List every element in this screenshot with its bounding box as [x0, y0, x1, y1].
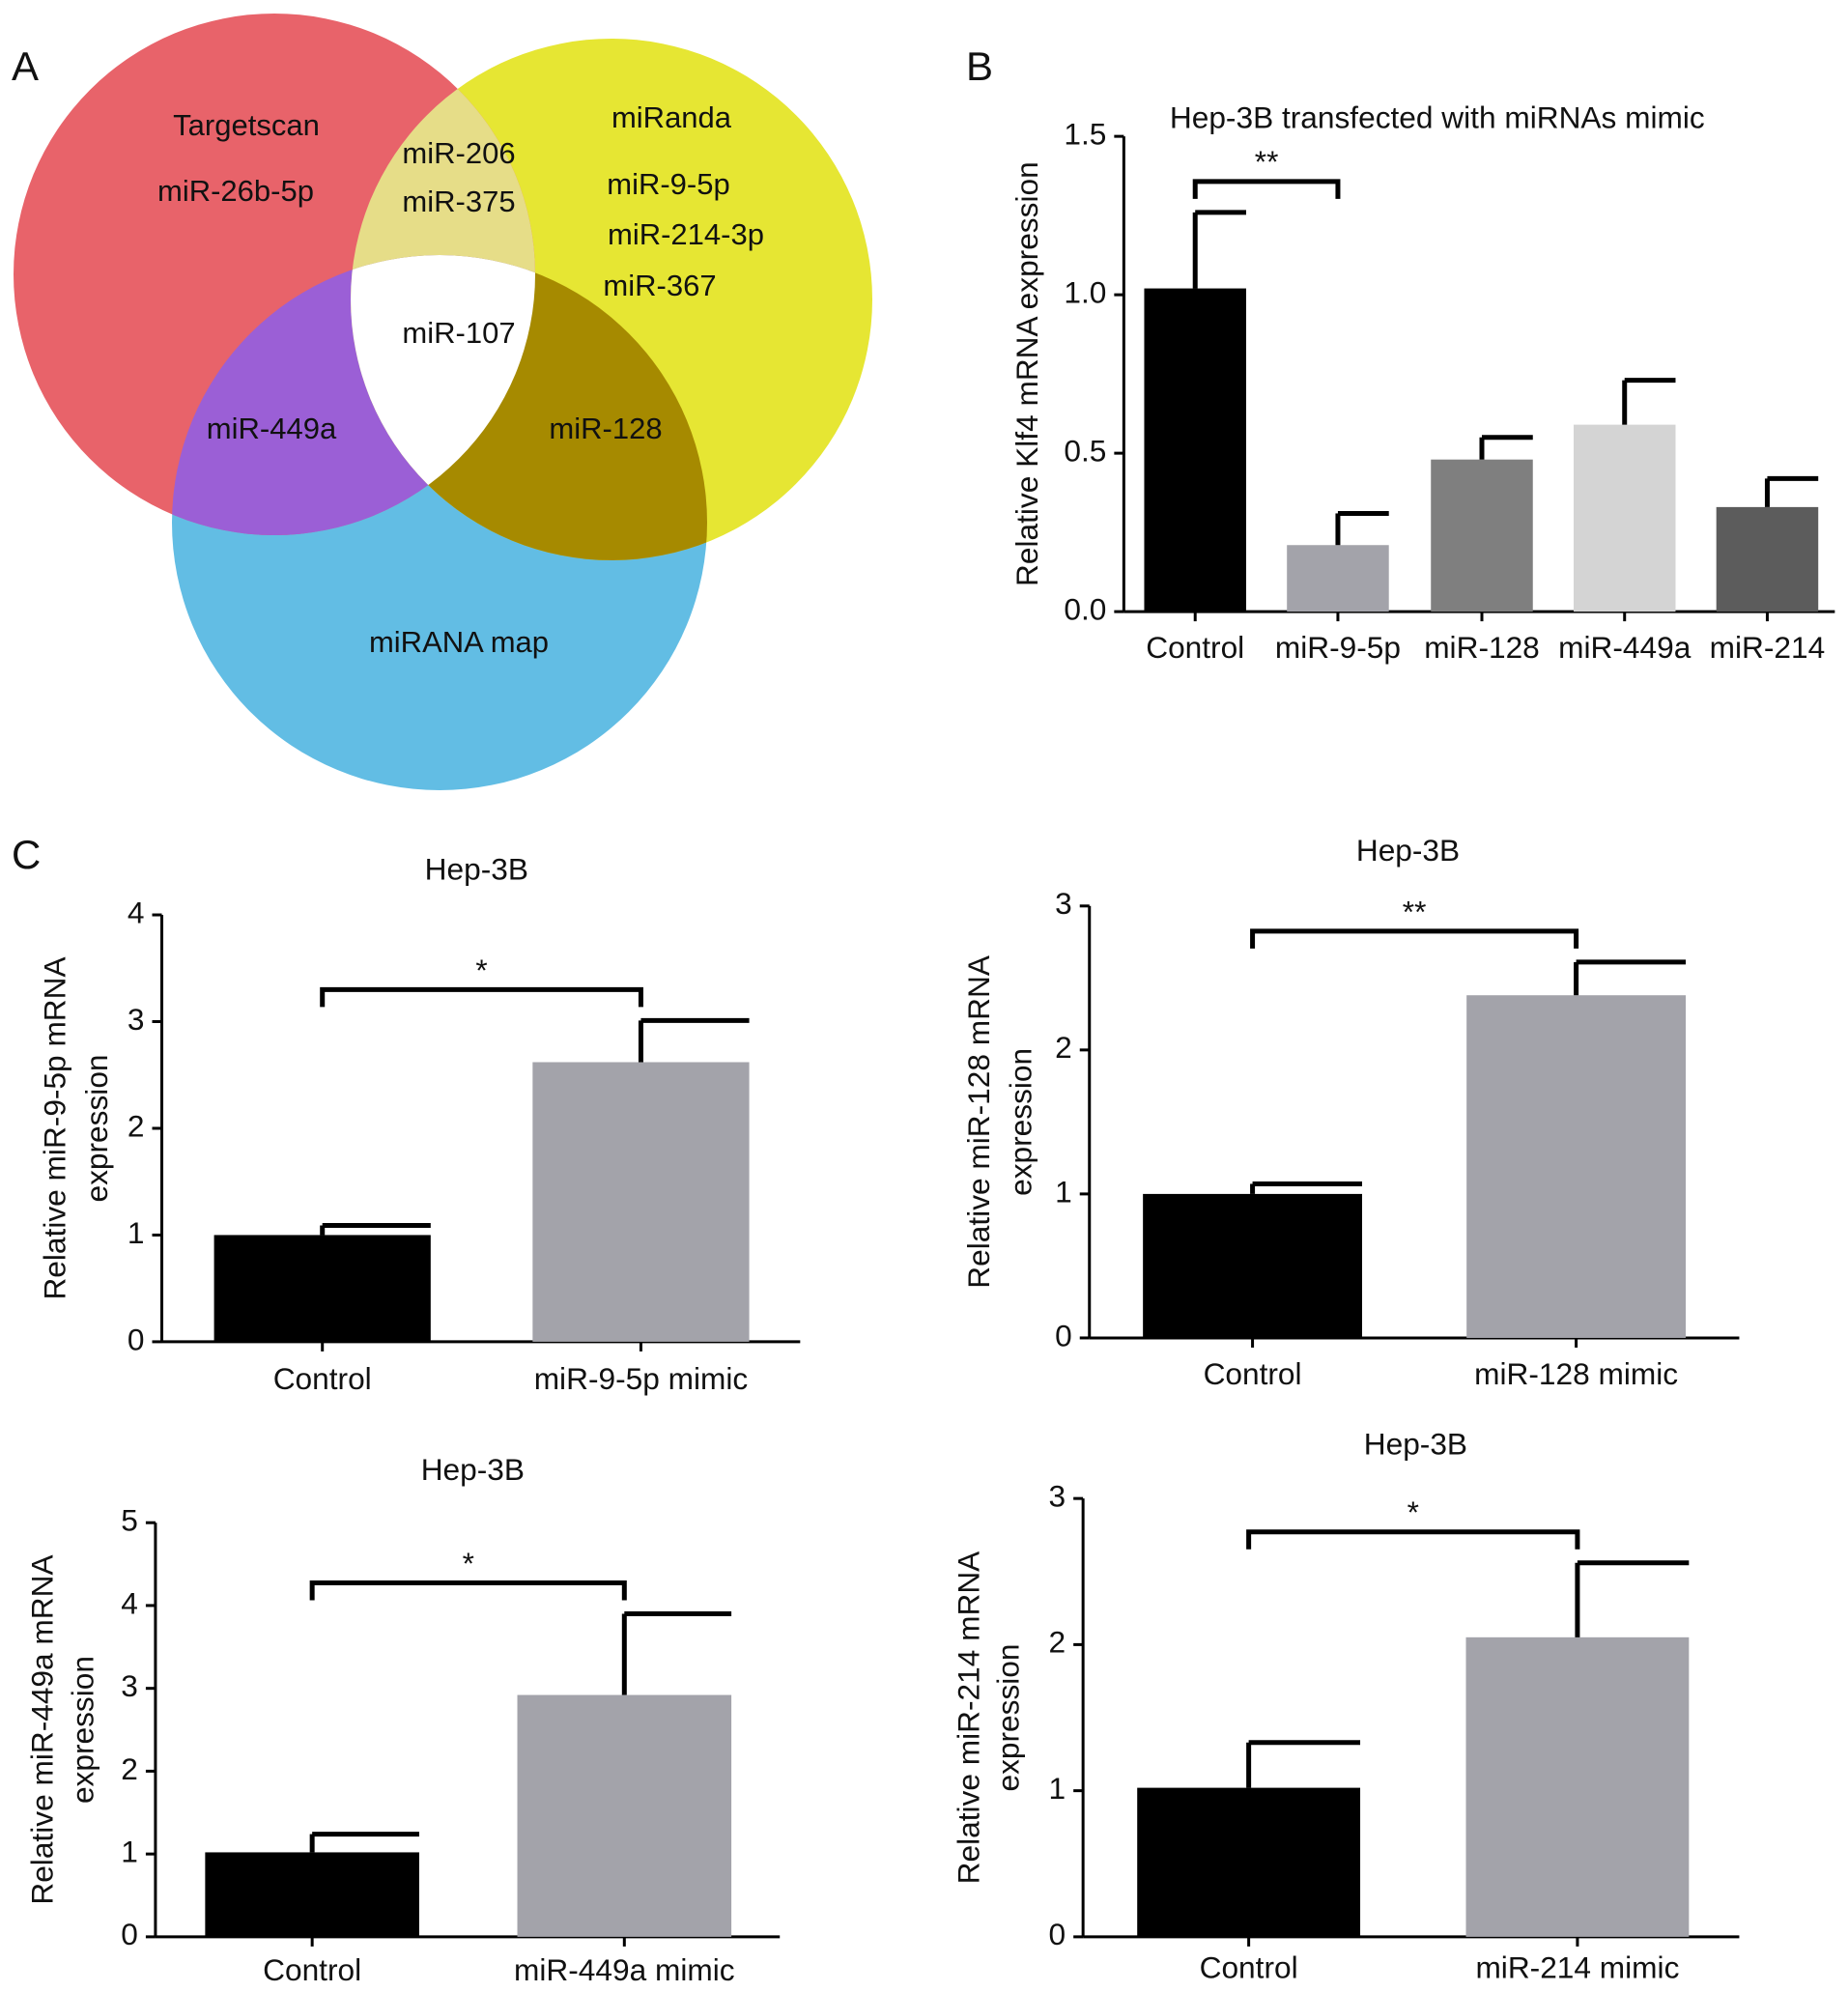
venn-set-label: miRanda — [611, 100, 732, 134]
significance-bracket — [320, 986, 643, 1008]
bar — [1287, 545, 1389, 612]
y-axis-label: expression — [990, 1644, 1025, 1792]
bar — [1465, 1636, 1690, 1937]
y-tick-label: 2 — [121, 1751, 138, 1786]
bar — [1466, 995, 1687, 1338]
panel-label: A — [12, 43, 39, 89]
y-tick-label: 2 — [128, 1108, 145, 1143]
chart-title: Hep-3B — [425, 852, 528, 887]
bar — [205, 1852, 419, 1937]
bar — [1144, 288, 1246, 612]
y-tick-label: 3 — [128, 1002, 145, 1037]
bar-chart: Hep-3B Relative miR-9-5p mRNA expression 0 1… — [38, 852, 801, 1396]
venn-item: miR-449a — [207, 412, 337, 445]
x-tick-label: miR-128 mimic — [1474, 1356, 1678, 1391]
y-tick-label: 3 — [1055, 886, 1072, 921]
y-tick-label: 1 — [1049, 1771, 1066, 1806]
y-axis-label: Relative miR-449a mRNA — [25, 1554, 60, 1905]
y-tick-label: 5 — [121, 1503, 138, 1538]
venn-item: miR-9-5p — [607, 167, 729, 201]
y-tick-label: 0 — [121, 1917, 138, 1951]
bar — [1143, 1193, 1363, 1338]
bar — [1431, 459, 1533, 612]
y-tick-label: 1 — [121, 1835, 138, 1869]
x-tick-label: Control — [263, 1952, 361, 1987]
bar — [532, 1062, 750, 1342]
panel-label: C — [12, 832, 41, 877]
x-tick-label: miR-449a mimic — [514, 1952, 735, 1987]
bar — [1573, 424, 1676, 612]
venn-item: miR-206 — [402, 136, 515, 170]
y-tick-label: 0.0 — [1064, 591, 1106, 626]
chart-title: Hep-3B — [1364, 1426, 1467, 1461]
venn-item: miR-128 — [549, 412, 662, 445]
y-tick-label: 0 — [1055, 1318, 1072, 1352]
x-tick-label: Control — [1204, 1356, 1302, 1391]
significance-label: * — [463, 1546, 474, 1580]
significance-label: ** — [1403, 894, 1427, 928]
x-tick-label: miR-449a — [1558, 630, 1692, 665]
bar-chart: Hep-3B Relative miR-449a mRNA expression 0 1… — [25, 1452, 781, 1987]
chart-title: Hep-3B transfected with miRNAs mimic — [1170, 100, 1705, 134]
chart-title: Hep-3B — [1356, 833, 1460, 868]
y-axis-label: expression — [1004, 1048, 1038, 1196]
y-tick-label: 0 — [128, 1322, 145, 1356]
venn-set-label: miRANA map — [369, 625, 549, 659]
x-tick-label: miR-214 — [1710, 630, 1826, 665]
y-tick-label: 2 — [1049, 1625, 1066, 1660]
significance-bracket — [1192, 179, 1341, 199]
bar — [517, 1694, 732, 1937]
y-axis-label: Relative miR-9-5p mRNA — [38, 956, 72, 1300]
y-axis-label: Relative Klf4 mRNA expression — [1009, 161, 1044, 586]
significance-bracket — [309, 1580, 627, 1601]
significance-label: ** — [1255, 144, 1279, 179]
x-tick-label: Control — [273, 1361, 372, 1396]
y-tick-label: 1.0 — [1064, 274, 1106, 309]
x-tick-label: miR-9-5p — [1275, 630, 1401, 665]
y-tick-label: 1 — [128, 1215, 145, 1250]
x-tick-label: miR-9-5p mimic — [534, 1361, 749, 1396]
panel-label: B — [966, 43, 993, 89]
venn-item: miR-107 — [402, 316, 515, 350]
venn-item: miR-375 — [402, 185, 515, 218]
x-tick-label: miR-214 mimic — [1475, 1950, 1679, 1985]
venn-item: miR-214-3p — [608, 217, 764, 251]
y-axis-label: Relative miR-214 mRNA — [951, 1551, 985, 1885]
x-tick-label: miR-128 — [1424, 630, 1540, 665]
venn-set-label: Targetscan — [173, 108, 320, 142]
x-tick-label: Control — [1146, 630, 1244, 665]
y-tick-label: 3 — [121, 1668, 138, 1703]
bar — [1716, 506, 1819, 612]
y-tick-label: 1.5 — [1064, 116, 1106, 151]
y-axis-label: Relative miR-128 mRNA — [961, 954, 996, 1289]
bar-chart: Hep-3B transfected with miRNAs mimic Rela… — [1009, 100, 1835, 665]
y-tick-label: 0 — [1049, 1917, 1066, 1951]
x-tick-label: Control — [1200, 1950, 1298, 1985]
y-tick-label: 1 — [1055, 1174, 1072, 1209]
y-axis-label: expression — [79, 1054, 114, 1202]
y-tick-label: 3 — [1049, 1479, 1066, 1514]
bar — [213, 1235, 431, 1342]
y-axis-label: expression — [66, 1656, 100, 1804]
y-tick-label: 0.5 — [1064, 433, 1106, 468]
significance-label: * — [1407, 1494, 1419, 1529]
bar-chart: Hep-3B Relative miR-214 mRNA expression 0 1 2… — [951, 1426, 1740, 1985]
significance-bracket — [1246, 1529, 1580, 1550]
chart-title: Hep-3B — [421, 1452, 525, 1487]
y-tick-label: 4 — [128, 895, 145, 929]
venn-item: miR-26b-5p — [157, 174, 314, 208]
significance-label: * — [475, 953, 487, 987]
bar-chart: Hep-3B Relative miR-128 mRNA expression 0 1 2… — [961, 833, 1740, 1391]
venn-item: miR-367 — [603, 269, 716, 302]
significance-bracket — [1250, 928, 1579, 949]
y-tick-label: 4 — [121, 1585, 138, 1620]
bar — [1137, 1787, 1361, 1937]
y-tick-label: 2 — [1055, 1030, 1072, 1065]
venn-diagram: Targetscan miR-26b-5p miRanda miR-9-5p m… — [14, 14, 872, 790]
